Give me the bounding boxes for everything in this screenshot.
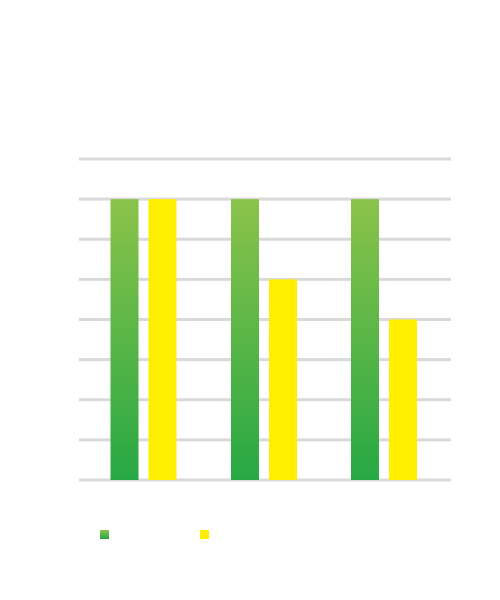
bar-series-2-category-2 xyxy=(269,279,297,480)
bar-series-1-category-2 xyxy=(231,199,259,480)
bar-series-2-category-1 xyxy=(148,199,177,480)
legend xyxy=(100,530,209,539)
bars xyxy=(110,199,417,480)
legend-swatch-series-1 xyxy=(100,530,109,539)
gridlines xyxy=(79,157,451,482)
bar-series-2-category-3 xyxy=(389,319,417,480)
legend-swatch-series-2 xyxy=(200,530,209,539)
bar-series-1-category-1 xyxy=(110,199,139,480)
bar-series-1-category-3 xyxy=(351,199,379,480)
